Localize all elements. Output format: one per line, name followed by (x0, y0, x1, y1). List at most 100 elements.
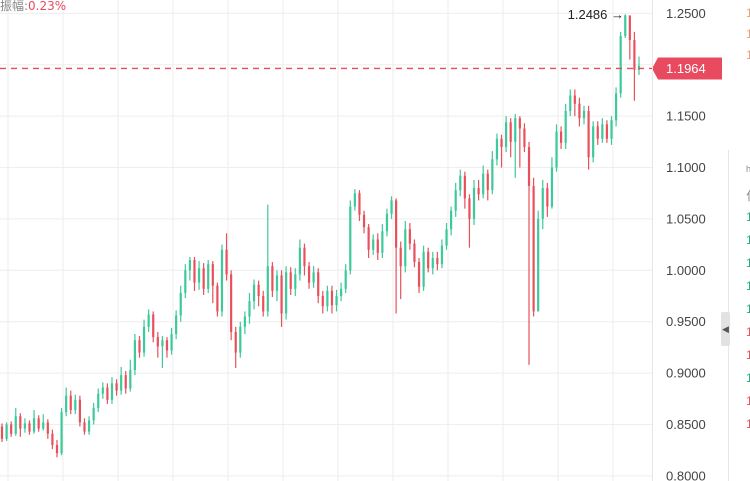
candle (427, 247, 430, 273)
candle-body (624, 15, 627, 36)
candle (74, 394, 77, 415)
candle (422, 245, 425, 291)
candle (193, 256, 196, 291)
candle (289, 267, 292, 295)
candle (110, 377, 114, 404)
candle-body (344, 270, 347, 289)
candle-body (385, 213, 389, 232)
candle-body (51, 433, 54, 446)
peek-list-item: 1 (746, 348, 750, 362)
candle (161, 336, 164, 368)
candle (468, 194, 471, 248)
candle-body (193, 260, 196, 283)
candle-body (564, 111, 567, 143)
candle-body (353, 193, 356, 207)
candle (312, 266, 315, 288)
candle (87, 416, 91, 435)
candle (60, 408, 63, 456)
candle-body (486, 173, 489, 191)
candle (500, 134, 503, 168)
candle (450, 206, 453, 236)
candle-body (619, 35, 622, 94)
candle (51, 429, 54, 450)
candle-body (37, 418, 40, 429)
candle-body (408, 229, 411, 244)
candle (381, 224, 384, 258)
candle-body (97, 393, 100, 409)
candle-body (262, 296, 265, 312)
candle-body (92, 408, 95, 421)
candle (454, 182, 457, 217)
candle (614, 87, 618, 127)
candle-body (550, 167, 554, 207)
candle-body (518, 118, 521, 129)
candle (436, 251, 439, 271)
candle-body (340, 288, 343, 296)
candle-body (156, 337, 159, 347)
candle-body (243, 316, 246, 327)
candle (19, 413, 22, 437)
candle (592, 121, 595, 163)
candle-body (298, 247, 301, 275)
candle-body (436, 257, 439, 265)
chevron-left-icon[interactable]: ◀ (721, 312, 730, 346)
candle (404, 220, 407, 273)
candle-body (69, 395, 72, 411)
candle (129, 359, 132, 392)
candle-body (390, 200, 393, 214)
candle (175, 310, 178, 340)
candle-body (129, 370, 132, 389)
candle (216, 282, 219, 317)
candle (83, 418, 86, 435)
y-tick-label: 0.8500 (666, 417, 706, 432)
candle (527, 141, 531, 365)
candle-body (321, 296, 324, 307)
candle-body (248, 301, 251, 317)
candle (271, 262, 274, 298)
axis-divider (652, 0, 653, 481)
candle (390, 196, 393, 219)
candle (335, 289, 338, 312)
candle (372, 234, 375, 255)
candle-body (275, 275, 279, 291)
candle-body (326, 290, 329, 307)
candle-body (294, 274, 297, 289)
candle-body (74, 399, 77, 411)
y-tick-label: 0.9500 (666, 314, 706, 329)
candle-body (42, 422, 45, 429)
peek-list-item: 1 (746, 256, 750, 270)
candle-body (628, 15, 631, 41)
candle-body (532, 186, 535, 312)
peek-list-item: hi (746, 164, 750, 174)
quote-side-panel (728, 0, 750, 481)
candle-body (605, 124, 609, 139)
candle (532, 177, 535, 317)
candle-body (472, 188, 476, 219)
candle (42, 414, 45, 431)
candle-body (142, 326, 146, 353)
candle-body (541, 188, 544, 219)
candle (124, 371, 127, 394)
candle (573, 89, 576, 117)
candle (505, 116, 508, 153)
candle-body (234, 331, 237, 353)
candle-body (569, 95, 572, 111)
candle-body (362, 214, 366, 228)
candle (569, 89, 572, 117)
candle (285, 266, 288, 320)
candle (431, 251, 434, 275)
candle-body (0, 426, 4, 439)
candle (211, 261, 214, 304)
candle-body (161, 340, 164, 347)
candle (156, 331, 159, 358)
candle (362, 210, 366, 234)
candle (509, 118, 512, 158)
candle (307, 262, 311, 289)
candle (197, 261, 201, 290)
candle (624, 14, 627, 39)
candle-body (349, 206, 352, 271)
candle-body (133, 340, 136, 370)
candle-body (78, 399, 82, 423)
candle-body (312, 272, 315, 283)
